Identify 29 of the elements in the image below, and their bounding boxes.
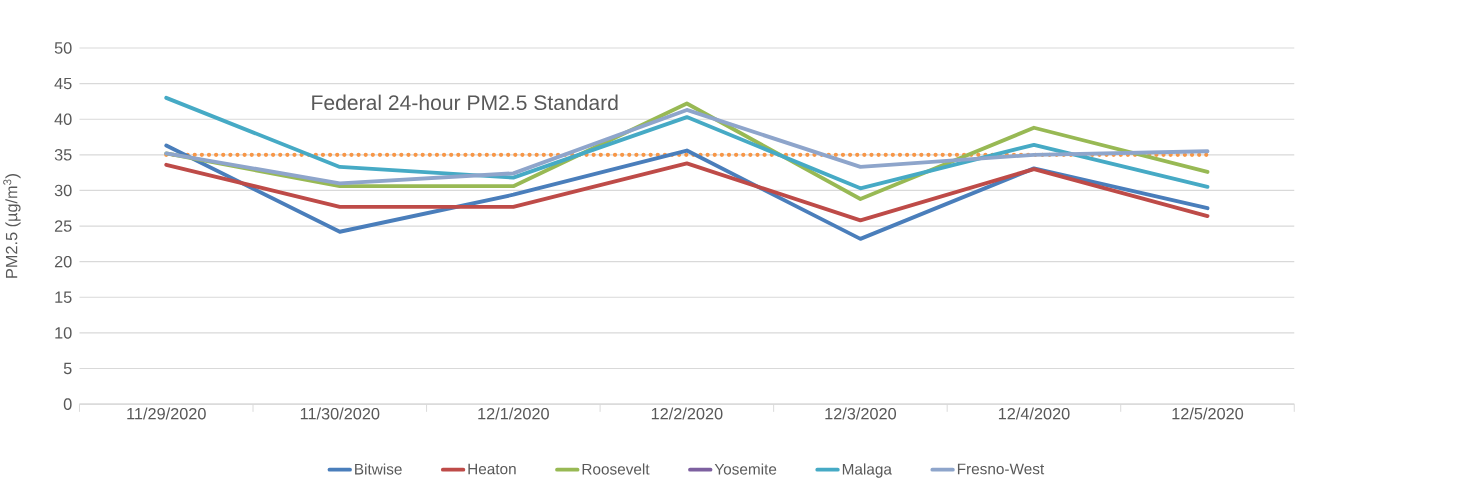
y-tick-label: 25 [54, 220, 72, 232]
y-tick-label: 5 [63, 362, 72, 375]
legend-label: Bitwise [355, 463, 402, 475]
y-tick-label: 35 [54, 149, 72, 161]
x-tick-label: 12/5/2020 [1172, 407, 1244, 420]
y-tick-label: 15 [55, 291, 72, 304]
x-tick-label: 11/30/2020 [300, 407, 380, 420]
y-tick-label: 20 [54, 256, 72, 268]
legend-label: Malaga [842, 463, 892, 478]
line-series [164, 96, 1210, 191]
y-axis-title: PM2.5 (µg/m$^{3}$) [3, 174, 21, 278]
y-tick-label: 40 [54, 113, 72, 126]
y-tick-label: 45 [54, 78, 72, 90]
legend-label: Roosevelt [582, 463, 650, 475]
x-tick-label: 12/4/2020 [998, 407, 1070, 420]
x-tick-label: 12/2/2020 [651, 407, 723, 420]
x-tick-label: 11/29/2020 [127, 407, 206, 420]
legend-label: Yosemite [714, 463, 777, 475]
x-tick-label: 12/3/2020 [825, 407, 897, 420]
y-tick-label: 0 [63, 398, 72, 411]
legend-label: Heaton [468, 463, 516, 475]
line-series [164, 108, 1210, 186]
y-tick-label: 10 [55, 327, 72, 339]
y-tick-label: 30 [54, 184, 72, 197]
ref-line-label: Federal 24-hour PM2.5 Standard [312, 94, 618, 111]
line-series [164, 161, 1210, 223]
legend-label: Fresno-West [957, 463, 1045, 475]
x-tick-label: 12/1/2020 [478, 407, 549, 420]
y-tick-label: 50 [54, 42, 72, 54]
